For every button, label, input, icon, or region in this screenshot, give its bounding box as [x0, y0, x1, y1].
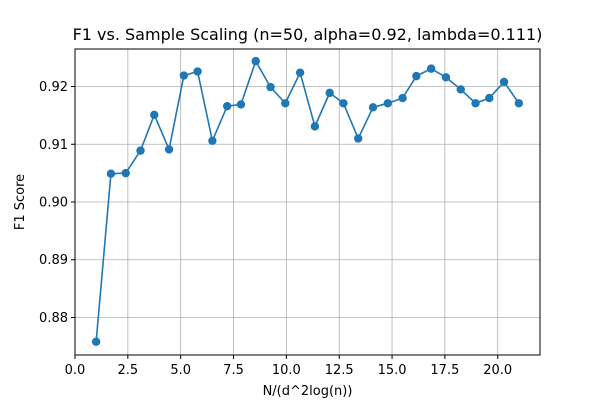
x-tick-label: 10.0: [272, 363, 301, 378]
data-point: [91, 337, 101, 346]
data-point: [325, 88, 334, 98]
data-point: [368, 103, 378, 112]
data-point: [150, 110, 159, 120]
data-point: [471, 99, 480, 108]
x-tick-label: 7.5: [223, 363, 244, 378]
data-point: [383, 99, 393, 108]
data-point: [310, 122, 320, 131]
data-point: [398, 93, 407, 103]
x-tick-label: 5.0: [170, 363, 191, 378]
y-tick-label: 0.91: [39, 138, 68, 153]
data-point: [236, 100, 246, 109]
tick-layer: 0.0 2.5 5.0 7.5 10.0 12.5 15.0 17.5 20.0 0.88 0.89…: [39, 80, 512, 378]
y-tick-label: 0.88: [39, 311, 68, 326]
data-point: [136, 146, 145, 155]
x-tick-label: 2.5: [117, 363, 138, 378]
data-point: [339, 99, 348, 108]
data-point: [121, 168, 130, 178]
data-point: [426, 64, 436, 73]
y-tick-label: 0.92: [39, 80, 68, 95]
y-tick-label: 0.89: [39, 253, 68, 268]
data-point: [106, 169, 116, 178]
data-point: [354, 134, 363, 143]
series-layer: [91, 56, 524, 346]
data-point: [208, 136, 217, 145]
data-point: [251, 56, 260, 66]
y-axis-label: F1 Score: [13, 174, 28, 230]
x-tick-label: 15.0: [378, 363, 407, 378]
y-tick-label: 0.90: [39, 196, 68, 211]
data-point: [295, 68, 305, 77]
x-axis-label: N/(d^2log(n)): [263, 384, 353, 399]
chart-title: F1 vs. Sample Scaling (n=50, alpha=0.92,…: [73, 25, 543, 44]
data-point: [456, 85, 465, 94]
x-tick-label: 0.0: [65, 363, 86, 378]
data-point: [222, 101, 232, 111]
x-tick-label: 20.0: [483, 363, 512, 378]
data-point: [485, 93, 494, 103]
data-point: [266, 82, 275, 92]
data-point: [164, 145, 174, 154]
x-tick-label: 12.5: [325, 363, 354, 378]
x-tick-label: 17.5: [430, 363, 459, 378]
data-point: [441, 73, 451, 82]
data-point: [281, 99, 290, 108]
data-point: [193, 67, 202, 76]
data-point: [179, 71, 189, 80]
data-point: [412, 71, 421, 81]
data-point: [514, 99, 524, 108]
data-point: [499, 77, 509, 87]
